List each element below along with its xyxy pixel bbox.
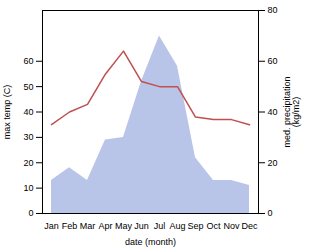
svg-text:med. precipitation(kg/m2): med. precipitation(kg/m2): [282, 76, 301, 147]
svg-text:50: 50: [23, 82, 33, 92]
svg-text:Apr: Apr: [98, 221, 112, 231]
svg-text:0: 0: [268, 208, 273, 218]
svg-text:date (month): date (month): [125, 237, 176, 247]
svg-text:Jul: Jul: [154, 221, 166, 231]
svg-text:May: May: [115, 221, 133, 231]
svg-text:Jun: Jun: [134, 221, 149, 231]
svg-text:40: 40: [268, 107, 278, 117]
svg-text:Oct: Oct: [206, 221, 221, 231]
svg-text:Dec: Dec: [241, 221, 258, 231]
svg-text:Feb: Feb: [62, 221, 78, 231]
svg-text:Mar: Mar: [80, 221, 96, 231]
svg-text:20: 20: [23, 158, 33, 168]
svg-text:80: 80: [268, 5, 278, 15]
svg-text:60: 60: [268, 56, 278, 66]
svg-text:10: 10: [23, 183, 33, 193]
svg-text:max temp (C): max temp (C): [2, 85, 12, 140]
svg-text:Nov: Nov: [223, 221, 240, 231]
svg-text:20: 20: [268, 158, 278, 168]
svg-text:Jan: Jan: [44, 221, 59, 231]
svg-text:40: 40: [23, 107, 33, 117]
svg-text:30: 30: [23, 132, 33, 142]
svg-text:Aug: Aug: [169, 221, 185, 231]
svg-text:Sep: Sep: [187, 221, 203, 231]
svg-text:60: 60: [23, 56, 33, 66]
svg-text:0: 0: [28, 208, 33, 218]
